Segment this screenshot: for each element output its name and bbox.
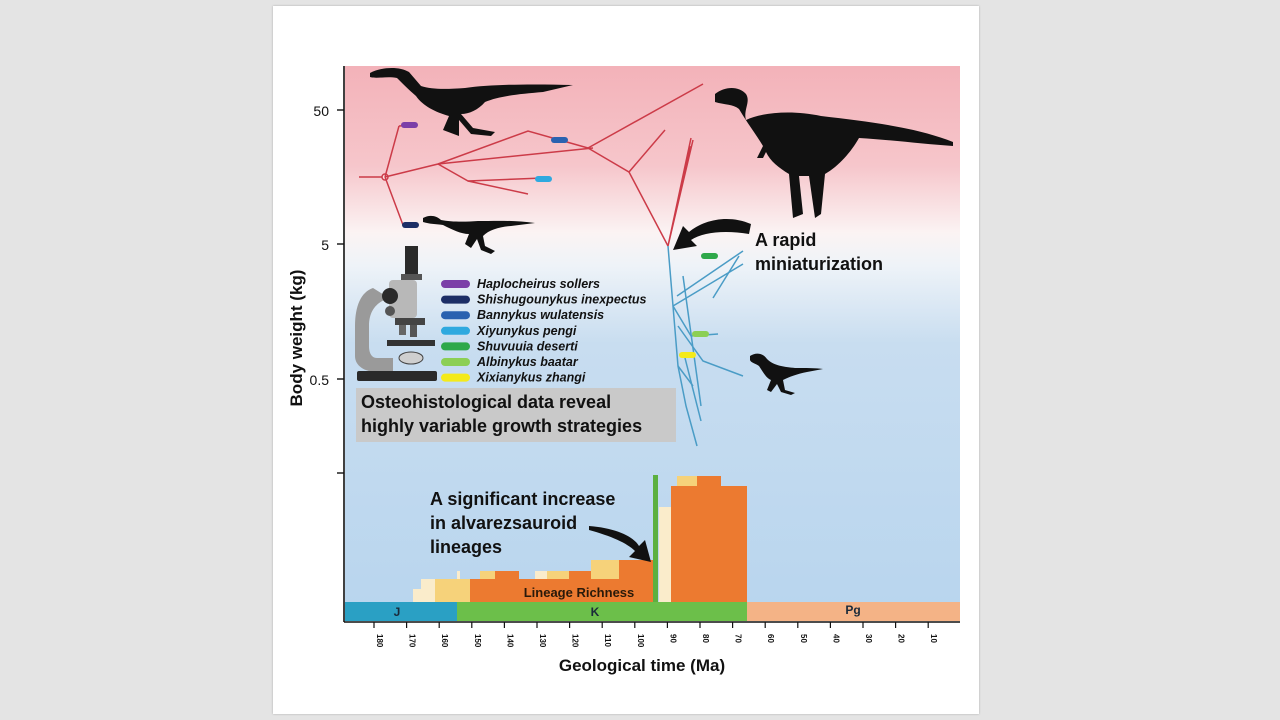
x-tick-label: 150 <box>473 634 482 648</box>
richness-bar-pale <box>413 589 421 602</box>
y-axis-label: Body weight (kg) <box>287 270 306 407</box>
period-label-j: J <box>394 605 401 619</box>
richness-bar-main <box>470 579 656 602</box>
richness-bar-main <box>569 571 591 579</box>
legend-swatch <box>441 280 470 288</box>
figure-canvas: 50 5 0.5 Body weight (kg) 180 170 160 150 14… <box>287 66 960 675</box>
dinosaur-silhouette-large-left-icon <box>370 67 573 136</box>
species-legend: Haplocheirus sollers Shishugounykus inexp… <box>441 277 647 385</box>
x-axis-label: Geological time (Ma) <box>559 656 725 675</box>
richness-bar-pale <box>421 579 435 602</box>
richness-bar-main <box>721 507 747 510</box>
richness-bar-pale <box>457 571 460 579</box>
dinosaur-silhouette-small-right-icon <box>750 353 823 395</box>
osteohistology-line1: Osteohistological data reveal <box>361 392 611 412</box>
increase-annotation-line1: A significant increase <box>430 489 615 509</box>
x-tick-label: 40 <box>831 634 840 643</box>
lineage-richness-histogram <box>413 475 747 602</box>
increase-annotation-line3: lineages <box>430 537 502 557</box>
dinosaur-silhouette-small-left-icon <box>423 215 535 254</box>
legend-swatch <box>441 326 470 335</box>
x-tick-label: 50 <box>799 634 808 643</box>
rapid-annotation-line2: miniaturization <box>755 254 883 274</box>
x-tick-label: 160 <box>440 634 449 648</box>
increase-arrow-icon <box>589 526 651 562</box>
legend-swatch <box>441 358 470 366</box>
x-tick-label: 60 <box>766 634 775 643</box>
period-label-k: K <box>591 605 600 619</box>
lineage-richness-label: Lineage Richness <box>524 585 635 600</box>
figure-card: 50 5 0.5 Body weight (kg) 180 170 160 150 14… <box>273 6 979 714</box>
x-tick-label: 120 <box>571 634 580 648</box>
x-tick-label: 90 <box>668 634 677 643</box>
marker-bannykus <box>551 137 568 143</box>
marker-xixianykus <box>679 352 696 358</box>
specimen-markers <box>401 122 718 358</box>
rapid-annotation-line1: A rapid <box>755 230 816 250</box>
x-tick-label: 110 <box>603 634 612 647</box>
period-label-pg: Pg <box>845 603 860 617</box>
legend-label: Shishugounykus inexpectus <box>477 293 647 307</box>
period-paleogene <box>747 602 960 621</box>
x-tick-label: 130 <box>538 634 547 648</box>
legend-swatch <box>441 373 470 382</box>
x-tick-group: 180 170 160 150 140 130 120 110 100 90 80 70 60 50 40 3… <box>373 622 938 648</box>
richness-bar-pale <box>535 571 547 579</box>
legend-label: Albinykus baatar <box>476 355 579 369</box>
legend-swatch <box>441 295 470 304</box>
legend-label: Shuvuuia deserti <box>477 339 578 353</box>
x-tick-label: 140 <box>505 634 514 648</box>
richness-event-line <box>653 475 658 602</box>
x-tick-label: 20 <box>897 634 906 643</box>
richness-bar-light <box>435 579 470 602</box>
richness-bar-main <box>495 571 519 579</box>
legend-label: Xixianykus zhangi <box>476 371 586 385</box>
richness-bar-light <box>677 476 697 486</box>
x-tick-label: 80 <box>701 634 710 643</box>
x-tick-label: 170 <box>408 634 417 648</box>
y-tick-label: 50 <box>313 103 329 119</box>
richness-bar-light <box>591 560 619 579</box>
x-tick-label: 30 <box>864 634 873 643</box>
marker-xiyunykus <box>535 176 552 182</box>
x-tick-label: 180 <box>375 634 384 648</box>
richness-bar-pale <box>659 507 671 602</box>
legend-swatch <box>441 342 470 351</box>
x-tick-label: 10 <box>929 634 938 643</box>
richness-bar-main <box>619 560 656 579</box>
richness-bar-light <box>480 571 495 579</box>
marker-shishugounykus <box>402 222 419 228</box>
legend-label: Haplocheirus sollers <box>477 277 600 291</box>
legend-label: Bannykus wulatensis <box>477 308 604 322</box>
richness-bar-light <box>547 571 569 579</box>
richness-bar-main <box>671 486 747 602</box>
richness-bar-main <box>697 476 721 486</box>
x-tick-label: 70 <box>734 634 743 643</box>
y-tick-label: 5 <box>321 237 329 253</box>
x-tick-label: 100 <box>636 634 645 648</box>
osteohistology-box <box>356 388 676 442</box>
period-jurassic <box>345 602 457 621</box>
increase-annotation-line2: in alvarezsauroid <box>430 513 577 533</box>
legend-label: Xiyunykus pengi <box>476 324 577 338</box>
phylogeny-large <box>359 83 704 247</box>
legend-swatch <box>441 311 470 320</box>
y-tick-label: 0.5 <box>310 372 330 388</box>
phylogeny-small <box>667 245 744 447</box>
dinosaur-silhouette-large-right-icon <box>715 88 953 218</box>
y-tick-marks <box>337 109 344 474</box>
marker-haplocheirus <box>401 122 418 128</box>
microscope-icon <box>355 246 437 381</box>
osteohistology-line2: highly variable growth strategies <box>361 416 642 436</box>
marker-shuvuuia <box>701 253 718 259</box>
marker-albinykus <box>692 331 709 337</box>
period-cretaceous <box>457 602 747 621</box>
rapid-miniaturization-arrow-icon <box>673 218 751 250</box>
